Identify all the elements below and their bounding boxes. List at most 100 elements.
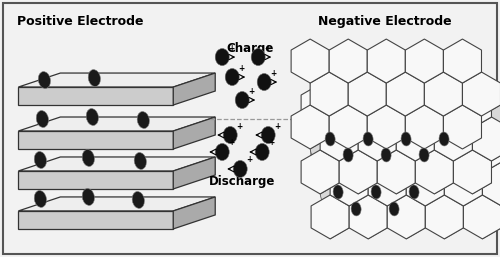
Polygon shape bbox=[444, 39, 482, 83]
Polygon shape bbox=[454, 84, 492, 128]
Ellipse shape bbox=[419, 148, 429, 162]
Polygon shape bbox=[492, 150, 500, 206]
Text: +: + bbox=[228, 139, 234, 148]
Polygon shape bbox=[18, 87, 174, 105]
Text: +: + bbox=[228, 44, 234, 53]
Polygon shape bbox=[416, 150, 454, 194]
Polygon shape bbox=[406, 39, 444, 83]
Polygon shape bbox=[349, 129, 387, 173]
Polygon shape bbox=[378, 150, 406, 206]
Ellipse shape bbox=[132, 191, 144, 208]
Ellipse shape bbox=[255, 143, 269, 160]
Polygon shape bbox=[339, 84, 378, 128]
Ellipse shape bbox=[36, 111, 48, 127]
Polygon shape bbox=[320, 183, 349, 239]
Polygon shape bbox=[386, 72, 416, 128]
Text: +: + bbox=[246, 155, 252, 164]
Polygon shape bbox=[444, 105, 472, 161]
Polygon shape bbox=[444, 105, 482, 149]
Ellipse shape bbox=[34, 190, 46, 207]
Polygon shape bbox=[434, 117, 472, 161]
Ellipse shape bbox=[82, 189, 94, 205]
Ellipse shape bbox=[137, 112, 149, 128]
Polygon shape bbox=[339, 150, 378, 194]
Text: +: + bbox=[270, 69, 276, 78]
Ellipse shape bbox=[88, 70, 101, 86]
Polygon shape bbox=[348, 72, 378, 128]
Ellipse shape bbox=[351, 202, 361, 216]
Text: +: + bbox=[248, 87, 254, 96]
Ellipse shape bbox=[215, 143, 229, 160]
Polygon shape bbox=[416, 150, 444, 206]
Polygon shape bbox=[310, 138, 339, 194]
Polygon shape bbox=[462, 72, 500, 116]
Polygon shape bbox=[311, 129, 349, 173]
Polygon shape bbox=[424, 138, 454, 194]
Text: +: + bbox=[236, 122, 242, 131]
Polygon shape bbox=[310, 72, 348, 116]
Ellipse shape bbox=[439, 132, 449, 146]
Polygon shape bbox=[434, 117, 464, 173]
Text: Charge: Charge bbox=[226, 42, 274, 55]
Polygon shape bbox=[358, 117, 387, 173]
Polygon shape bbox=[368, 105, 396, 161]
Polygon shape bbox=[18, 211, 174, 229]
Polygon shape bbox=[320, 117, 358, 161]
Text: +: + bbox=[238, 63, 244, 72]
Polygon shape bbox=[416, 84, 454, 128]
Ellipse shape bbox=[401, 132, 411, 146]
Polygon shape bbox=[368, 39, 406, 83]
Polygon shape bbox=[174, 73, 215, 105]
Polygon shape bbox=[329, 39, 368, 83]
Polygon shape bbox=[378, 150, 416, 194]
Polygon shape bbox=[368, 105, 406, 149]
Polygon shape bbox=[174, 157, 215, 189]
Ellipse shape bbox=[134, 153, 146, 169]
Polygon shape bbox=[291, 39, 329, 83]
Polygon shape bbox=[406, 105, 444, 149]
Ellipse shape bbox=[34, 152, 46, 168]
Polygon shape bbox=[18, 171, 174, 189]
Polygon shape bbox=[434, 183, 464, 239]
FancyBboxPatch shape bbox=[4, 3, 497, 254]
Polygon shape bbox=[349, 195, 387, 239]
Polygon shape bbox=[348, 72, 387, 116]
Polygon shape bbox=[348, 138, 378, 194]
Polygon shape bbox=[18, 131, 174, 149]
Ellipse shape bbox=[325, 132, 335, 146]
Polygon shape bbox=[18, 73, 215, 87]
Polygon shape bbox=[358, 117, 397, 161]
Polygon shape bbox=[472, 117, 500, 173]
Ellipse shape bbox=[225, 69, 239, 86]
Ellipse shape bbox=[363, 132, 373, 146]
Polygon shape bbox=[464, 129, 500, 173]
Polygon shape bbox=[368, 162, 406, 206]
Ellipse shape bbox=[86, 108, 99, 125]
Ellipse shape bbox=[333, 185, 343, 199]
Polygon shape bbox=[386, 72, 424, 116]
Polygon shape bbox=[330, 162, 368, 206]
Text: +: + bbox=[268, 139, 274, 148]
Polygon shape bbox=[386, 138, 416, 194]
Polygon shape bbox=[472, 117, 500, 161]
Ellipse shape bbox=[82, 150, 94, 166]
Text: Negative Electrode: Negative Electrode bbox=[318, 15, 452, 28]
Polygon shape bbox=[462, 72, 492, 128]
Polygon shape bbox=[454, 150, 492, 194]
Polygon shape bbox=[301, 150, 339, 194]
Polygon shape bbox=[426, 195, 464, 239]
Ellipse shape bbox=[261, 126, 275, 143]
Polygon shape bbox=[396, 183, 426, 239]
Polygon shape bbox=[406, 105, 434, 161]
Polygon shape bbox=[424, 72, 463, 116]
Ellipse shape bbox=[371, 185, 381, 199]
Polygon shape bbox=[482, 162, 500, 206]
Ellipse shape bbox=[215, 49, 229, 66]
Polygon shape bbox=[454, 150, 482, 206]
Ellipse shape bbox=[381, 148, 391, 162]
Ellipse shape bbox=[233, 160, 247, 178]
Polygon shape bbox=[329, 105, 358, 161]
Ellipse shape bbox=[343, 148, 353, 162]
Polygon shape bbox=[426, 129, 464, 173]
Polygon shape bbox=[444, 162, 482, 206]
